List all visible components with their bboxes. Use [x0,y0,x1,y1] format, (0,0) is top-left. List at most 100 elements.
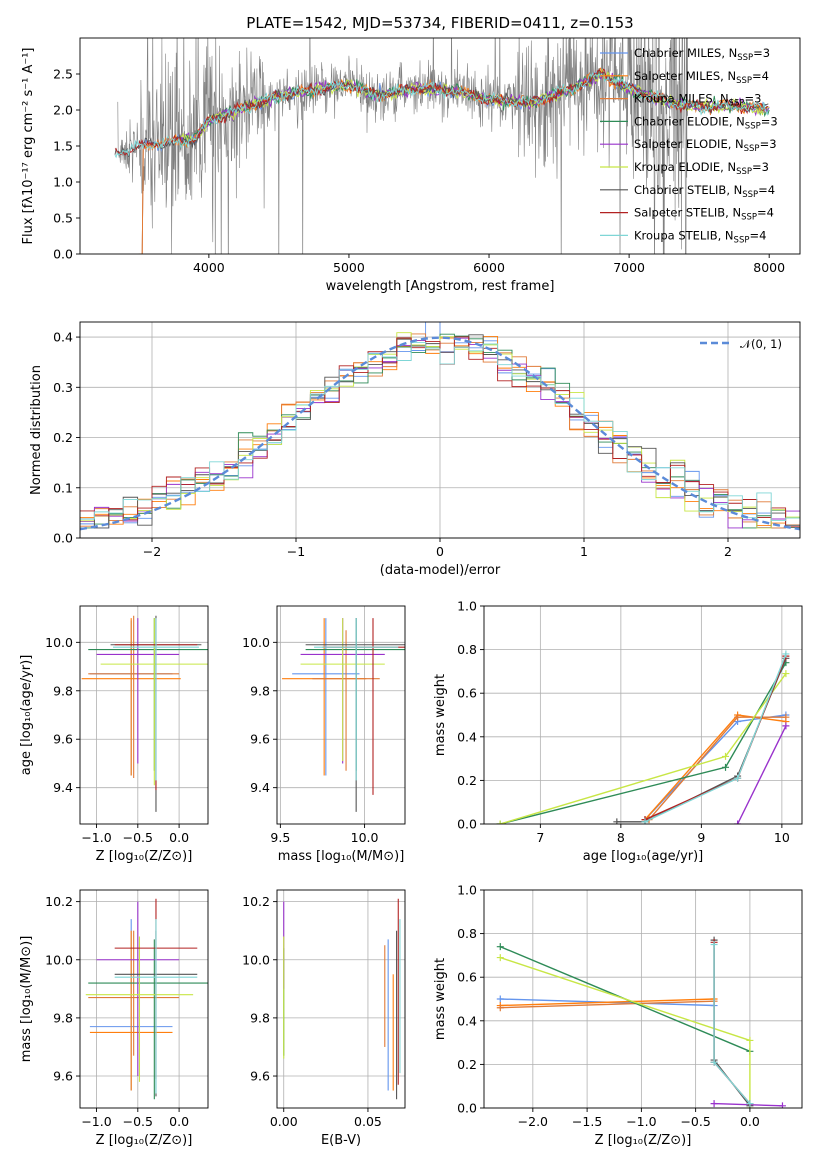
x-tick-label: 1 [580,544,588,559]
gauss-legend-label: 𝒩(0, 1) [740,337,782,351]
axes-frame [276,889,406,1109]
axes-frame [483,889,803,1109]
plot-area [81,615,208,812]
legend-label: Salpeter ELODIE, N [634,137,744,151]
legend-entry: Salpeter MILES, NSSP=4 [634,69,769,86]
x-tick-label: 10 [774,830,790,845]
errorbar-point [282,618,367,776]
weight-marker [782,713,790,721]
x-axis-label: Z [log₁₀(Z/Z⊙)] [96,1133,193,1148]
x-tick-label: 8 [617,830,625,845]
weight-marker [782,650,790,658]
y-tick-label: 2.0 [53,103,73,118]
model-line-kroupa-stelib [114,71,769,159]
y-tick-label: 9.6 [53,1069,73,1084]
weight-marker [613,818,621,824]
errorbar-point [314,618,399,781]
weight-marker [782,722,790,730]
plot-area [282,618,405,812]
legend-sub: SSP [741,213,757,223]
x-tick-label: −2 [143,544,161,559]
x-tick-label: 6000 [473,260,505,275]
y-tick-label: 0.0 [53,247,73,262]
axes-frame [79,605,209,825]
legend-label: Chabrier MILES, N [634,46,737,60]
y-tick-label: 0.3 [53,380,73,395]
y-tick-label: 10.0 [242,635,270,650]
legend-sub: SSP [734,235,750,245]
x-tick-label: −0.5 [123,1114,153,1129]
x-tick-label: 0.00 [270,1114,298,1129]
errorbar-point [100,618,208,786]
plot-area [283,898,401,1100]
x-tick-label: 0.0 [169,830,189,845]
y-tick-label: 1.5 [53,139,73,154]
y-tick-label: 0.2 [53,430,73,445]
y-tick-label: 10.2 [242,894,270,909]
x-tick-label: 5000 [333,260,365,275]
errorbar-point [114,919,198,1094]
weight-marker [641,818,649,824]
x-tick-label: −1.5 [572,1114,602,1129]
x-axis-label: Z [log₁₀(Z/Z⊙)] [595,1133,692,1148]
chart-title: PLATE=1542, MJD=53734, FIBERID=0411, z=0… [246,14,633,32]
y-tick-label: 0.2 [457,1057,477,1072]
plot-area [85,898,208,1100]
legend-sub: SSP [742,190,758,200]
legend-sub: SSP [744,144,760,154]
y-tick-label: 0.5 [53,211,73,226]
weight-line-salpeter-stelib [713,942,751,1105]
y-tick-label: 1.0 [457,883,477,898]
weight-marker [734,774,742,782]
weight-marker [778,1102,786,1108]
weight-marker [496,954,504,962]
y-tick-label: 0.0 [457,1101,477,1116]
weight-marker [496,820,504,824]
legend-entry: Kroupa MILES, NSSP=3 [634,92,761,109]
errorbar-point [292,618,360,776]
y-tick-label: 9.6 [250,1069,270,1084]
y-tick-label: 0.1 [53,480,73,495]
y-axis-label: mass weight [433,674,448,756]
weight-line-kroupa-miles [500,1000,715,1009]
x-tick-label: 0.0 [740,1114,760,1129]
x-tick-label: 2 [724,544,732,559]
x-tick-label: −1.0 [626,1114,656,1129]
x-tick-label: 0.0 [169,1114,189,1129]
y-tick-label: 2.5 [53,67,73,82]
y-tick-label: 10.2 [45,894,73,909]
errorbar-point [312,630,380,771]
errorbar-point [88,939,208,1100]
y-tick-label: 9.8 [250,683,270,698]
axes-frame [79,321,801,539]
plot-area [496,936,786,1108]
y-tick-label: 9.6 [53,732,73,747]
y-tick-label: 0.0 [457,817,477,832]
y-axis-label: mass [log₁₀(M/M⊙)] [19,936,34,1063]
x-axis-label: (data-model)/error [380,563,501,578]
x-tick-label: 9.5 [270,830,290,845]
weight-marker [710,941,718,948]
y-tick-label: 0.0 [53,531,73,546]
panel-age-vs-Z: −1.0 −0.5 0.0 9.4 9.6 9.8 10.0 Z [log₁₀(Z/Z⊙)] a… [19,605,209,864]
weight-marker [734,820,742,824]
plot-area [496,650,790,824]
legend-label: Salpeter STELIB, N [634,206,741,220]
y-axis-label: Flux [fλ10⁻¹⁷ erg cm⁻² s⁻¹ A⁻¹] [21,48,36,245]
errorbar-point [96,901,180,1077]
weight-marker [710,1058,718,1066]
legend-entry: Chabrier ELODIE, NSSP=3 [634,114,778,131]
legend-n: =4 [758,183,775,197]
x-axis-label: age [log₁₀(age/yr)] [583,849,704,864]
panel-weight-vs-Z: −2.0 −1.5 −1.0 −0.5 0.0 0.0 0.2 0.4 0.6 0.8 1.0 Z [… [433,883,803,1148]
legend-n: =4 [757,206,774,220]
y-tick-label: 1.0 [53,175,73,190]
legend-n: =4 [749,228,766,242]
x-tick-label: 0.05 [354,1114,382,1129]
legend-n: =4 [752,69,769,83]
errorbar-point [113,618,199,781]
panel-weight-vs-age: 7 8 9 10 0.0 0.2 0.4 0.6 0.8 1.0 age [log₁₀(age/yr… [433,599,803,864]
legend-entry: Chabrier MILES, NSSP=3 [634,46,770,63]
y-tick-label: 10.0 [45,952,73,967]
